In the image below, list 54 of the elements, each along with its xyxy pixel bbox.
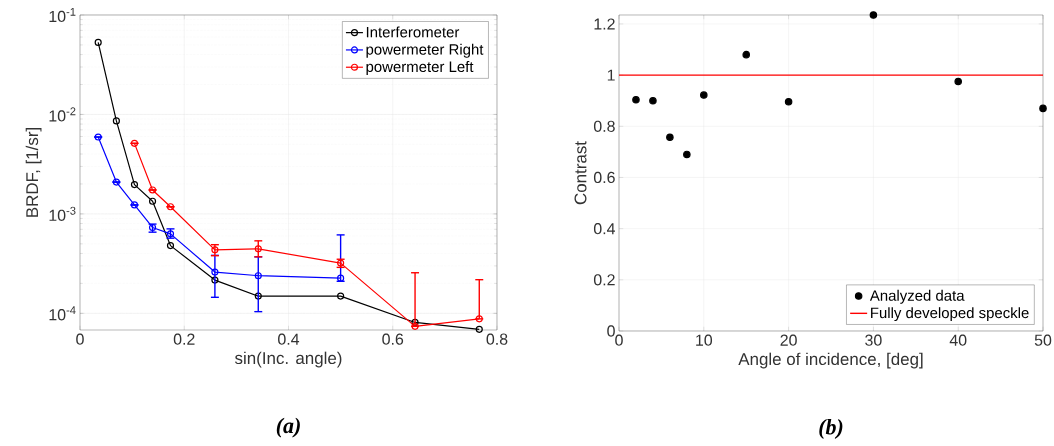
point — [130, 181, 139, 189]
x-tick-label: 0.4 — [278, 333, 300, 345]
legend-label: powermeter Left — [366, 61, 474, 75]
text: (a) — [276, 417, 300, 438]
x-tick-label: 20 — [780, 334, 797, 346]
y-tick-label: 1.2 — [594, 18, 615, 30]
point — [869, 11, 878, 19]
x-axis-title: Angle of incidence, [deg] — [738, 352, 923, 369]
point — [649, 96, 657, 105]
legend-label: powermeter Right — [366, 43, 484, 58]
x-tick-label: 50 — [1034, 334, 1052, 346]
x-tick-label: 0.2 — [173, 333, 195, 345]
point — [632, 95, 640, 104]
y-tick-label: 0.6 — [593, 171, 615, 184]
point — [1039, 104, 1047, 113]
point — [666, 133, 674, 142]
point — [130, 201, 139, 209]
y-tick-label: 1 — [607, 69, 615, 81]
point — [112, 117, 120, 125]
x-tick-label: 0.8 — [486, 333, 508, 345]
legend-label: Fully developed speckle — [871, 307, 1029, 322]
x-tick-label: 40 — [949, 334, 967, 346]
y-tick-label: 0.2 — [593, 274, 615, 286]
y-tick-label: 10$^{-1}$ — [49, 7, 76, 23]
point — [337, 292, 345, 300]
x-tick-label: 0 — [615, 334, 623, 346]
y-axis-title: BRDF, [1/sr] — [25, 128, 42, 217]
text: (b) — [819, 419, 843, 439]
x-tick-label: 30 — [865, 334, 882, 346]
y-tick-label: 0.4 — [593, 223, 616, 235]
x-axis-title: sin(Inc. angle) — [234, 351, 342, 368]
point — [166, 242, 175, 250]
legend-label: Interferometer — [366, 26, 460, 38]
point — [166, 203, 175, 211]
point — [211, 276, 219, 284]
x-tick-label: 0.6 — [382, 333, 404, 345]
y-tick-label: 10$^{-4}$ — [49, 306, 76, 321]
y-axis-title: Contrast — [574, 141, 587, 205]
y-tick-label: 10$^{-2}$ — [49, 107, 76, 122]
point — [683, 150, 691, 159]
point — [954, 77, 962, 86]
point — [742, 50, 750, 59]
point — [784, 97, 793, 106]
point — [254, 292, 262, 300]
y-tick-label: 10$^{-3}$ — [49, 206, 76, 221]
x-tick-label: 0 — [76, 333, 84, 345]
x-tick-label: 10 — [696, 334, 713, 346]
legend-label: Analyzed data — [869, 289, 965, 304]
point — [148, 186, 157, 194]
y-tick-label: 0 — [607, 325, 615, 337]
point — [148, 197, 157, 205]
point — [700, 91, 708, 99]
point — [112, 178, 120, 186]
y-tick-label: 0.8 — [593, 120, 615, 132]
